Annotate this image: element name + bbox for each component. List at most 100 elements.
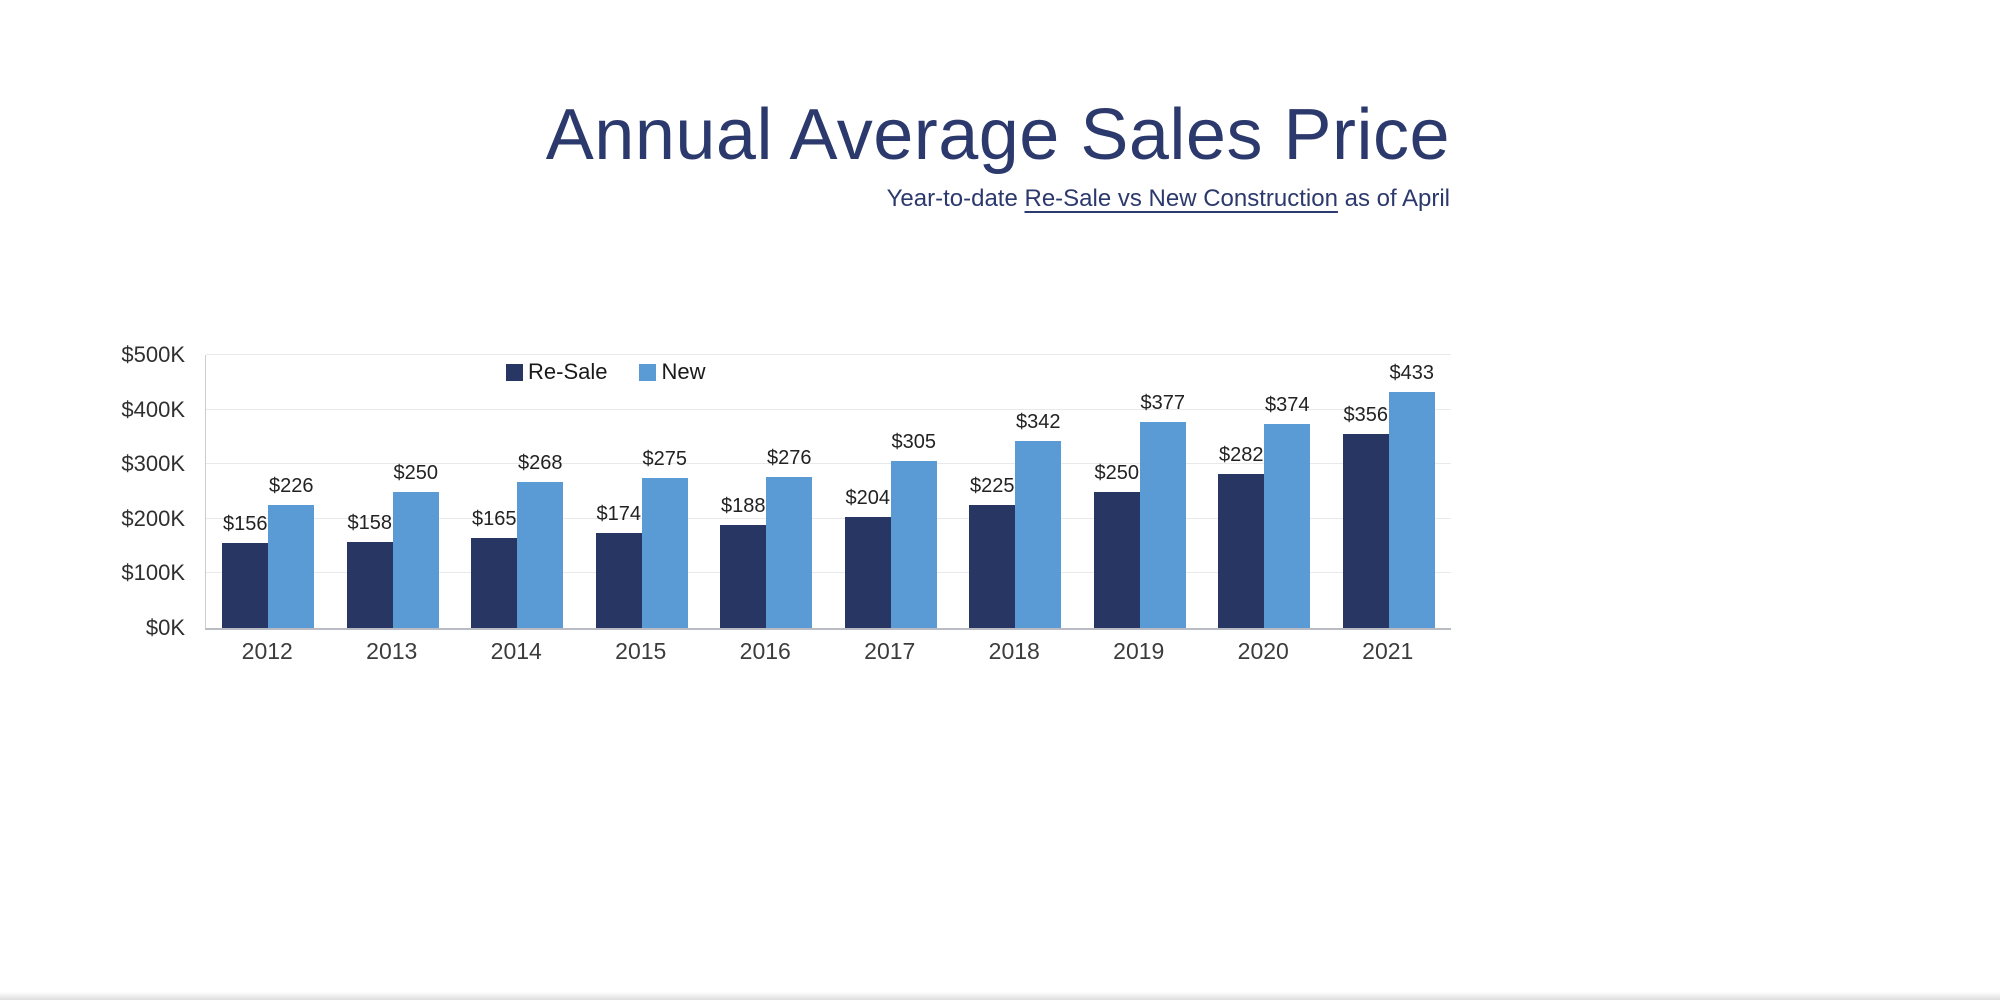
chart-subtitle: Year-to-date Re-Sale vs New Construction…	[200, 185, 1450, 213]
bar-column: $433	[1388, 355, 1435, 628]
subtitle-prefix: Year-to-date	[886, 185, 1025, 213]
subtitle-underlined-text: Re-Sale vs New Construction	[1024, 185, 1338, 213]
y-axis-tick-label: $500K	[121, 342, 185, 367]
bar-re-sale	[1342, 433, 1389, 628]
bar-value-label: $433	[1389, 361, 1435, 384]
bar-column: $374	[1264, 355, 1311, 628]
x-axis-tick-label: 2019	[1113, 638, 1165, 664]
bar-value-label: $374	[1265, 393, 1310, 416]
bar-column: $225	[969, 355, 1016, 628]
bar-new	[1388, 391, 1435, 628]
bar-value-label: $342	[1016, 411, 1061, 434]
chart-header: Annual Average Sales Price Year-to-date …	[200, 95, 1450, 213]
bar-re-sale	[1218, 474, 1265, 628]
bar-column: $377	[1139, 355, 1186, 628]
bar-value-label: $275	[642, 447, 688, 470]
bar-new	[268, 504, 315, 628]
x-axis: 2012 2013 2014 2015 2016 2017 2018 2019 2020 2021	[205, 638, 1450, 665]
bar-new	[1015, 441, 1062, 628]
bar-group: $158 $250	[346, 355, 439, 628]
gridline	[206, 408, 1451, 410]
bar-value-label: $156	[223, 512, 268, 535]
bar-value-label: $305	[891, 431, 937, 454]
bar-group: $282 $374	[1218, 355, 1311, 628]
y-axis-tick-label: $100K	[121, 560, 185, 586]
bar-new	[1264, 423, 1311, 628]
bar-group: $174 $275	[595, 355, 688, 628]
bar-column: $342	[1015, 355, 1062, 628]
gridline	[206, 572, 1451, 574]
y-axis-tick-label: $200K	[121, 505, 185, 531]
bar-column: $188	[720, 355, 767, 628]
bar-group: $204 $305	[844, 355, 937, 628]
resale-color-swatch-icon	[506, 363, 523, 381]
bar-re-sale	[844, 516, 891, 628]
bar-column: $204	[844, 355, 891, 628]
bar-group: $250 $377	[1093, 355, 1186, 628]
x-axis-tick-label: 2017	[864, 638, 916, 664]
bar-value-label: $250	[1094, 461, 1140, 484]
bar-value-label: $282	[1219, 444, 1264, 467]
bar-column: $276	[766, 355, 813, 628]
bar-re-sale	[222, 542, 269, 628]
bar-column: $250	[392, 355, 439, 628]
bar-value-label: $250	[393, 461, 439, 484]
bar-value-label: $158	[347, 511, 393, 534]
bar-column: $156	[222, 355, 269, 628]
bar-value-label: $356	[1343, 403, 1389, 426]
legend: Re-Sale New	[506, 359, 706, 385]
bar-re-sale	[1093, 491, 1140, 628]
bar-group: $156 $226	[222, 355, 315, 628]
chart-title: Annual Average Sales Price	[545, 95, 1450, 175]
legend-label-new: New	[661, 359, 706, 384]
gridline	[206, 354, 1451, 355]
gridline	[206, 463, 1451, 465]
bar-groups: $156 $226 $158 $250 $165 $268 $174 $275 $188 $276…	[206, 355, 1451, 628]
y-axis: $0K $100K $200K $300K $400K $500K	[55, 342, 195, 640]
x-axis-tick-label: 2013	[366, 638, 418, 664]
slide-bottom-shadow	[0, 992, 2000, 1000]
x-axis-tick-label: 2020	[1237, 638, 1289, 664]
y-axis-tick-label: $300K	[121, 451, 185, 477]
x-axis-tick-label: 2018	[988, 638, 1040, 664]
bar-value-label: $377	[1140, 392, 1186, 415]
bar-column: $275	[641, 355, 688, 628]
legend-label-resale: Re-Sale	[528, 359, 608, 384]
bar-value-label: $226	[269, 474, 314, 497]
bar-new	[641, 477, 688, 628]
bar-column: $356	[1342, 355, 1389, 628]
subtitle-suffix: as of April	[1337, 185, 1450, 213]
x-axis-tick-label: 2021	[1362, 638, 1414, 664]
bar-value-label: $188	[721, 495, 766, 518]
bar-column: $282	[1218, 355, 1265, 628]
bar-new	[890, 461, 937, 628]
bar-new	[517, 481, 564, 628]
gridline	[206, 517, 1451, 519]
bar-re-sale	[471, 537, 518, 628]
bar-column: $226	[268, 355, 315, 628]
bar-re-sale	[595, 533, 642, 628]
bar-new	[392, 491, 439, 628]
bar-column: $158	[346, 355, 393, 628]
bar-column: $250	[1093, 355, 1140, 628]
legend-item-resale: Re-Sale	[506, 359, 607, 385]
bar-group: $356 $433	[1342, 355, 1435, 628]
bar-re-sale	[969, 505, 1016, 628]
x-axis-tick-label: 2016	[739, 638, 791, 664]
x-axis-tick-label: 2015	[615, 638, 667, 664]
bar-value-label: $225	[970, 475, 1015, 498]
bar-value-label: $204	[845, 486, 891, 509]
bar-value-label: $165	[472, 507, 517, 530]
bar-group: $188 $276	[720, 355, 813, 628]
plot-area: Re-Sale New $156 $226 $158 $250 $165 $268 $174…	[205, 354, 1451, 630]
bar-group: $225 $342	[969, 355, 1062, 628]
x-axis-tick-label: 2012	[241, 638, 293, 664]
bar-value-label: $174	[596, 503, 642, 525]
y-axis-tick-label: $400K	[121, 396, 185, 422]
bar-value-label: $268	[518, 451, 563, 474]
bar-value-label: $276	[767, 447, 812, 470]
legend-item-new: New	[639, 359, 706, 385]
bar-column: $305	[890, 355, 937, 628]
